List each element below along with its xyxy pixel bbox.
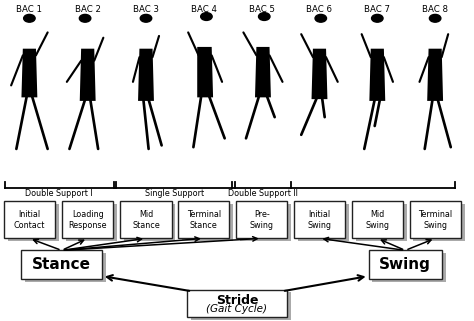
Polygon shape bbox=[81, 50, 94, 100]
Text: Terminal
Stance: Terminal Stance bbox=[187, 210, 221, 230]
FancyBboxPatch shape bbox=[191, 292, 291, 320]
Polygon shape bbox=[23, 50, 36, 96]
FancyBboxPatch shape bbox=[410, 202, 461, 238]
Polygon shape bbox=[199, 48, 211, 96]
FancyBboxPatch shape bbox=[240, 204, 291, 241]
Text: Stance: Stance bbox=[32, 257, 91, 272]
FancyBboxPatch shape bbox=[352, 202, 403, 238]
FancyBboxPatch shape bbox=[182, 204, 233, 241]
Text: Mid
Stance: Mid Stance bbox=[132, 210, 160, 230]
Text: BAC 6: BAC 6 bbox=[307, 5, 332, 14]
Text: BAC 1: BAC 1 bbox=[17, 5, 42, 14]
FancyBboxPatch shape bbox=[4, 202, 55, 238]
Text: Double Support II: Double Support II bbox=[228, 189, 298, 198]
FancyBboxPatch shape bbox=[124, 204, 175, 241]
Text: Double Support I: Double Support I bbox=[26, 189, 93, 198]
FancyBboxPatch shape bbox=[8, 204, 59, 241]
FancyBboxPatch shape bbox=[21, 250, 102, 279]
Text: Initial
Swing: Initial Swing bbox=[308, 210, 331, 230]
FancyBboxPatch shape bbox=[66, 204, 117, 241]
Circle shape bbox=[429, 14, 441, 22]
Polygon shape bbox=[139, 50, 153, 100]
Circle shape bbox=[79, 14, 91, 22]
FancyBboxPatch shape bbox=[356, 204, 407, 241]
FancyBboxPatch shape bbox=[413, 204, 465, 241]
Bar bbox=[0, 0, 474, 183]
FancyBboxPatch shape bbox=[25, 253, 106, 282]
Circle shape bbox=[315, 14, 327, 22]
FancyBboxPatch shape bbox=[368, 250, 442, 279]
Text: Loading
Response: Loading Response bbox=[68, 210, 107, 230]
Text: Stride: Stride bbox=[216, 294, 258, 307]
Text: (Gait Cycle): (Gait Cycle) bbox=[207, 304, 267, 314]
Text: BAC 8: BAC 8 bbox=[422, 5, 448, 14]
Text: Terminal
Swing: Terminal Swing bbox=[418, 210, 452, 230]
Polygon shape bbox=[256, 48, 269, 96]
Circle shape bbox=[258, 13, 270, 21]
FancyBboxPatch shape bbox=[187, 290, 287, 317]
Text: Pre-
Swing: Pre- Swing bbox=[250, 210, 273, 230]
FancyBboxPatch shape bbox=[62, 202, 113, 238]
Circle shape bbox=[140, 14, 152, 22]
FancyBboxPatch shape bbox=[236, 202, 287, 238]
FancyBboxPatch shape bbox=[373, 253, 446, 282]
Text: BAC 7: BAC 7 bbox=[365, 5, 390, 14]
FancyBboxPatch shape bbox=[178, 202, 229, 238]
FancyBboxPatch shape bbox=[298, 204, 349, 241]
Text: BAC 5: BAC 5 bbox=[249, 5, 274, 14]
Text: BAC 3: BAC 3 bbox=[133, 5, 159, 14]
Polygon shape bbox=[371, 50, 384, 100]
Text: Single Support: Single Support bbox=[145, 189, 204, 198]
Circle shape bbox=[372, 14, 383, 22]
Text: Initial
Contact: Initial Contact bbox=[14, 210, 45, 230]
Circle shape bbox=[201, 13, 212, 21]
Text: Swing: Swing bbox=[379, 257, 431, 272]
FancyBboxPatch shape bbox=[120, 202, 172, 238]
Polygon shape bbox=[428, 50, 442, 100]
Text: BAC 4: BAC 4 bbox=[191, 5, 217, 14]
Text: BAC 2: BAC 2 bbox=[75, 5, 100, 14]
Text: Mid
Swing: Mid Swing bbox=[365, 210, 389, 230]
Polygon shape bbox=[313, 50, 326, 98]
FancyBboxPatch shape bbox=[294, 202, 345, 238]
Circle shape bbox=[24, 14, 35, 22]
